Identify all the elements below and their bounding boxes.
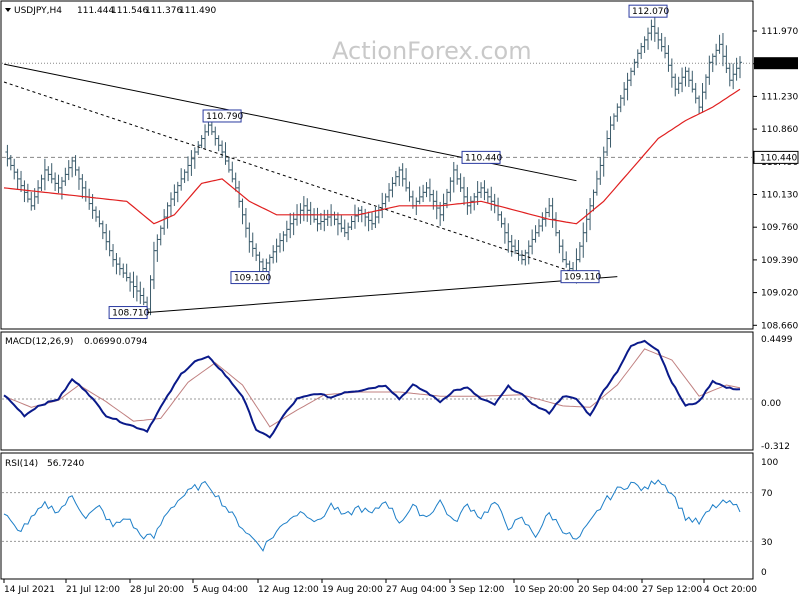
trendline <box>3 81 577 274</box>
low-value: 111.376 <box>145 6 182 16</box>
symbol-dropdown-icon[interactable] <box>5 8 11 12</box>
price-layer: 110.790 108.710 109.100 110.440 109.110 112.0… <box>2 4 752 320</box>
macd-panel-frame <box>0 331 754 451</box>
x-axis-label: 3 Sep 12:00 <box>450 585 505 595</box>
level-price-tag <box>753 150 799 164</box>
x-axis-label: 10 Sep 20:00 <box>514 585 574 595</box>
price-annotation: 110.790 <box>202 109 244 123</box>
x-axis-label: 5 Aug 04:00 <box>193 585 248 595</box>
rsi-header: RSI(14) 56.7240 <box>5 459 84 469</box>
annotation-box <box>202 109 242 123</box>
annotation-label: 108.710 <box>112 309 149 319</box>
annotation-label: 112.070 <box>632 7 669 17</box>
macd-layer <box>2 339 752 439</box>
close-value: 111.490 <box>179 6 216 16</box>
x-axis-label: 27 Aug 04:00 <box>386 585 447 595</box>
x-axis-label: 21 Jul 12:00 <box>66 585 120 595</box>
rsi-value: 56.7240 <box>47 459 84 469</box>
macd-label: MACD(12,26,9) <box>5 337 73 347</box>
x-axis-label: 28 Jul 20:00 <box>130 585 184 595</box>
price-annotation: 109.100 <box>230 271 271 285</box>
price-axis-label: 108.660 <box>761 321 798 331</box>
rsi-line <box>3 479 741 552</box>
price-bar <box>738 56 742 79</box>
x-axis-label: 19 Aug 20:00 <box>322 585 383 595</box>
rsi-label: RSI(14) <box>5 459 38 469</box>
rsi-panel-frame <box>0 452 754 580</box>
macd-axis-label: -0.312 <box>761 442 790 452</box>
x-axis-label: 27 Sep 12:00 <box>642 585 702 595</box>
watermark: ActionForex.com <box>332 37 532 65</box>
price-annotation: 108.710 <box>108 306 150 320</box>
macd-axis-label: 0.00 <box>761 399 781 409</box>
price-annotation: 110.440 <box>461 150 503 164</box>
annotation-box <box>560 270 600 284</box>
rsi-axis-label: 100 <box>761 458 778 468</box>
annotation-label: 110.790 <box>206 112 243 122</box>
macd-axis-label: 0.4499 <box>761 335 793 345</box>
annotation-label: 109.100 <box>234 274 271 284</box>
macd-header: MACD(12,26,9) 0.0699 0.0794 <box>5 337 148 347</box>
annotation-label: 109.110 <box>564 273 601 283</box>
macd-value-1: 0.0699 <box>84 337 116 347</box>
axes-layer: 111.970111.600111.230110.860110.490110.1… <box>3 27 799 595</box>
current-price-label: 111.490 <box>760 59 797 69</box>
rsi-axis-label: 30 <box>761 538 773 548</box>
price-axis-label: 111.230 <box>761 92 798 102</box>
level-price-label: 110.440 <box>760 153 797 163</box>
symbol-label: USDJPY,H4 <box>14 6 62 16</box>
macd-value-2: 0.0794 <box>116 337 148 347</box>
x-axis-label: 12 Aug 12:00 <box>258 585 319 595</box>
trendline <box>147 276 618 314</box>
price-axis-label: 109.390 <box>761 256 798 266</box>
price-axis-label: 111.970 <box>761 27 798 37</box>
rsi-axis-label: 0 <box>761 568 767 578</box>
x-axis-label: 14 Jul 2021 <box>4 585 55 595</box>
rsi-axis-label: 70 <box>761 489 773 499</box>
annotation-box <box>461 150 501 164</box>
open-value: 111.444 <box>77 6 114 16</box>
price-axis-label: 109.020 <box>761 289 798 299</box>
price-axis-label: 110.860 <box>761 125 798 135</box>
price-axis-label: 110.130 <box>761 191 798 201</box>
high-value: 111.546 <box>111 6 148 16</box>
price-annotation: 112.070 <box>628 4 670 18</box>
annotation-label: 110.440 <box>465 153 502 163</box>
price-axis-label: 109.760 <box>761 223 798 233</box>
annotation-box <box>230 271 270 285</box>
price-annotation: 109.110 <box>560 270 602 284</box>
annotation-box <box>628 4 668 18</box>
price-header: USDJPY,H4 111.444 111.546 111.376 111.49… <box>5 6 216 16</box>
macd-line <box>3 339 741 439</box>
x-axis-label: 4 Oct 20:00 <box>704 585 757 595</box>
moving-average-line <box>3 88 741 225</box>
annotation-box <box>108 306 148 320</box>
current-price-tag <box>754 57 798 70</box>
x-axis-label: 20 Sep 04:00 <box>578 585 638 595</box>
rsi-layer <box>2 479 752 552</box>
macd-signal-line <box>3 348 741 428</box>
